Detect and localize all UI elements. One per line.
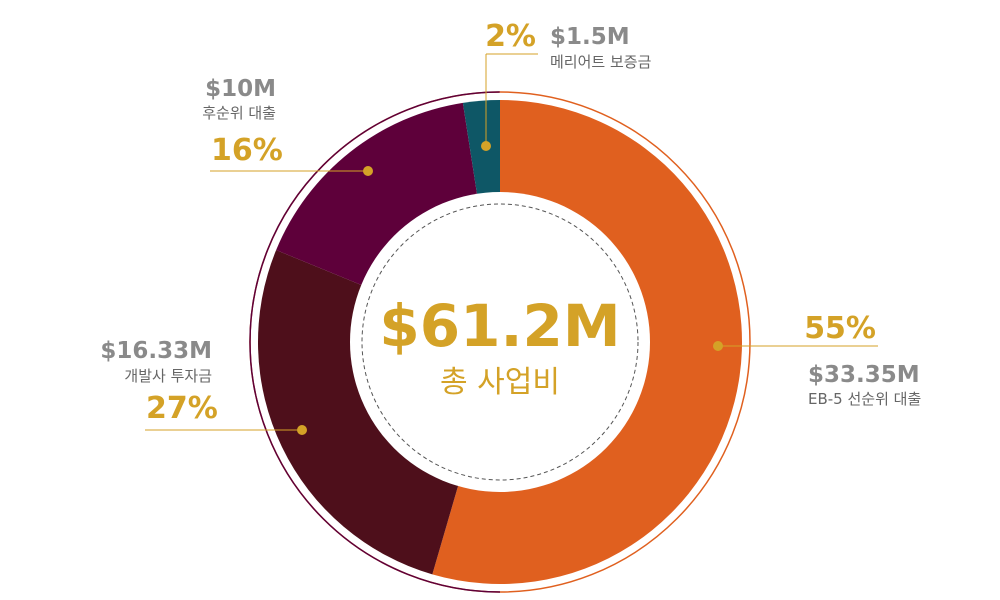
name-label-developer: 개발사 투자금: [124, 367, 212, 385]
amount-label-marriott: $1.5M: [550, 24, 630, 50]
inner-dashed-ring: [361, 203, 639, 481]
leader-dot-marriott: [481, 141, 491, 151]
percent-label-eb5: 55%: [804, 311, 876, 346]
center-total: $61.2M: [379, 292, 620, 360]
inner-hole: [350, 192, 650, 492]
leader-dot-subordinate: [363, 166, 373, 176]
center-label: 총 사업비: [440, 365, 560, 400]
name-label-eb5: EB-5 선순위 대출: [808, 390, 921, 408]
percent-label-developer: 27%: [146, 391, 218, 426]
amount-label-eb5: $33.35M: [808, 362, 920, 388]
amount-label-subordinate: $10M: [205, 76, 276, 102]
name-label-marriott: 메리어트 보증금: [550, 53, 652, 71]
leader-dot-eb5: [713, 341, 723, 351]
outer-ring-left: [249, 91, 751, 593]
name-label-subordinate: 후순위 대출: [202, 104, 276, 122]
percent-label-marriott: 2%: [485, 19, 536, 54]
amount-label-developer: $16.33M: [100, 338, 212, 364]
percent-label-subordinate: 16%: [211, 133, 283, 168]
leader-dot-developer: [297, 425, 307, 435]
